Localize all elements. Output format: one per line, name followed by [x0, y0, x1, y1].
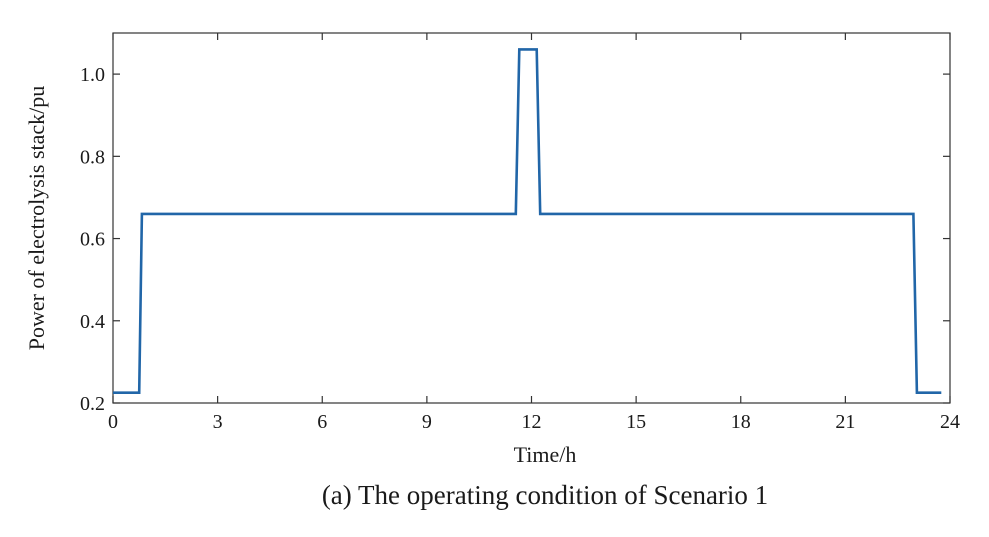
- y-tick-label: 0.2: [80, 393, 105, 415]
- series-line: [113, 48, 942, 395]
- y-tick-label: 0.4: [80, 311, 105, 333]
- x-axis-label: Time/h: [514, 442, 577, 467]
- x-tick-label: 21: [835, 411, 855, 433]
- series-layer: [113, 48, 942, 395]
- x-tick-label: 12: [522, 411, 542, 433]
- y-ticks: 0.2 0.4 0.6 0.8 1.0: [80, 64, 950, 415]
- x-tick-label: 9: [422, 411, 432, 433]
- x-ticks: 0 3 6 9 12 15 18 21 24: [108, 33, 960, 433]
- chart-caption: (a) The operating condition of Scenario …: [322, 480, 768, 510]
- plot-frame: [112, 32, 951, 404]
- x-tick-label: 0: [108, 411, 118, 433]
- x-tick-label: 6: [317, 411, 327, 433]
- x-tick-label: 15: [626, 411, 646, 433]
- y-tick-label: 0.8: [80, 146, 105, 168]
- x-tick-label: 3: [213, 411, 223, 433]
- y-axis-label: Power of electrolysis stack/pu: [24, 86, 49, 351]
- x-tick-label: 24: [940, 411, 960, 433]
- y-tick-label: 1.0: [80, 64, 105, 86]
- x-tick-label: 18: [731, 411, 751, 433]
- y-tick-label: 0.6: [80, 229, 105, 251]
